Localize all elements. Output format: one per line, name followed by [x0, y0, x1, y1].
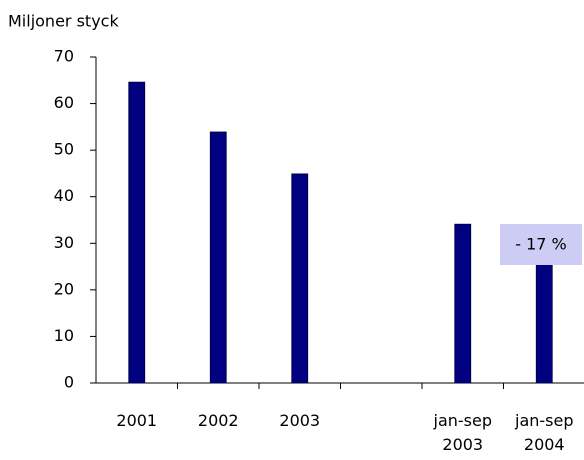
y-tick-label: 0 — [64, 373, 74, 392]
y-tick-label: 20 — [54, 279, 74, 298]
bar — [535, 251, 553, 384]
y-tick-label: 70 — [54, 47, 74, 66]
y-axis-label: Miljoner styck — [8, 12, 119, 31]
y-tick-label: 50 — [54, 140, 74, 159]
bar — [209, 131, 227, 384]
x-tick-label: jan-sep 2003 — [433, 411, 493, 454]
x-tick-label: 2003 — [279, 411, 321, 430]
y-tick-label: 40 — [54, 186, 74, 205]
bar — [128, 81, 146, 384]
bar — [291, 173, 309, 384]
x-tick-label: 2001 — [116, 411, 158, 430]
annotation-box — [500, 224, 582, 265]
annotation: - 17 % — [515, 235, 567, 254]
y-tick-label: 60 — [54, 93, 74, 112]
y-tick-label: 30 — [54, 233, 74, 252]
y-tick-label: 10 — [54, 326, 74, 345]
x-tick-label: 2002 — [197, 411, 239, 430]
x-tick-label: jan-sep 2004 — [515, 411, 574, 454]
bar — [454, 223, 472, 384]
